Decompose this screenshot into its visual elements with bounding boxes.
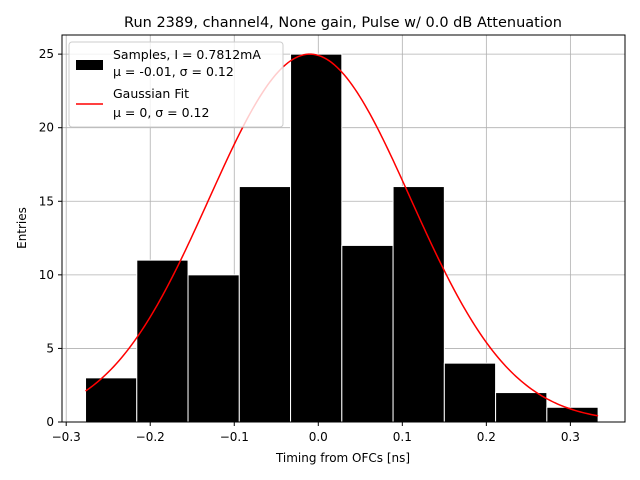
x-tick-label: 0.2	[477, 430, 496, 444]
histogram-bar	[341, 244, 394, 423]
chart-title: Run 2389, channel4, None gain, Pulse w/ …	[124, 15, 562, 31]
legend-samples-label: Samples, I = 0.7812mA	[113, 47, 261, 62]
y-tick-label: 25	[39, 47, 54, 61]
legend-box	[68, 41, 284, 128]
y-tick-label: 5	[46, 341, 54, 355]
x-tick-label: 0.3	[561, 430, 580, 444]
x-axis-label: Timing from OFCs [ns]	[275, 451, 410, 465]
histogram-bar	[187, 274, 240, 423]
legend-samples-swatch	[76, 60, 103, 70]
y-axis-ticks: 0 5 10 15 20 25	[39, 47, 62, 429]
y-tick-label: 20	[39, 121, 54, 135]
gaussian-fit-curve	[85, 53, 599, 417]
histogram-bars	[85, 53, 599, 423]
plot-frame	[61, 34, 626, 423]
x-tick-label: −0.1	[220, 430, 249, 444]
x-tick-label: −0.2	[136, 430, 165, 444]
y-tick-label: 15	[39, 194, 54, 208]
x-tick-label: 0.1	[393, 430, 412, 444]
legend-fit-stats: μ = 0, σ = 0.12	[113, 105, 209, 120]
legend-samples-stats: μ = -0.01, σ = 0.12	[113, 64, 234, 79]
x-axis-ticks: −0.3 −0.2 −0.1 0.0 0.1 0.2 0.3	[52, 422, 580, 444]
y-axis-label: Entries	[15, 207, 29, 249]
histogram-bar	[392, 186, 445, 423]
y-tick-label: 10	[39, 268, 54, 282]
x-tick-label: −0.3	[52, 430, 81, 444]
histogram-bar	[238, 186, 292, 423]
legend: Samples, I = 0.7812mA μ = -0.01, σ = 0.1…	[68, 41, 284, 128]
legend-fit-label: Gaussian Fit	[113, 86, 189, 101]
y-tick-label: 0	[46, 415, 54, 429]
x-tick-label: 0.0	[309, 430, 328, 444]
histogram-bar	[136, 259, 189, 423]
histogram-bar	[443, 362, 497, 423]
histogram-bar	[495, 392, 548, 423]
histogram-bar	[290, 53, 343, 423]
